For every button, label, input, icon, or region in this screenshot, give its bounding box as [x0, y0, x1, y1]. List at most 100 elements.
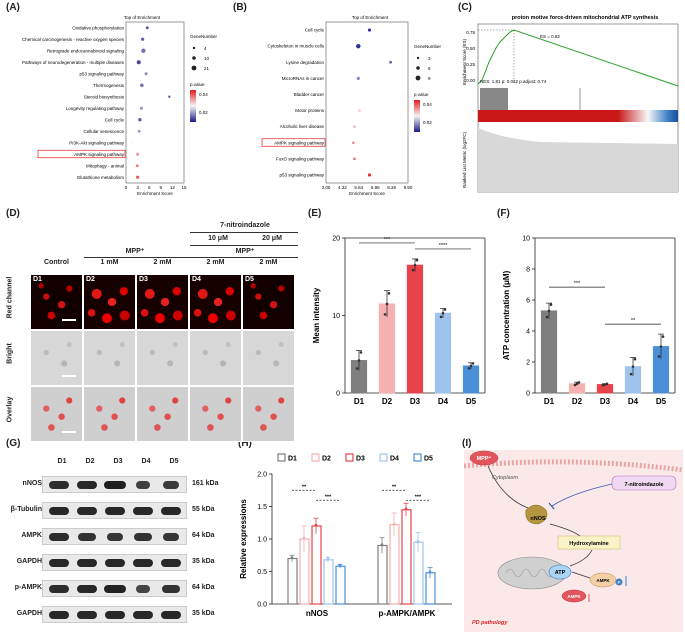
dotplot-a-point — [139, 106, 144, 110]
panel-label-b: (B) — [233, 2, 247, 13]
micrograph-col-label: Control — [44, 259, 69, 266]
blot-band — [104, 611, 126, 619]
chart-h-legend-swatch — [379, 453, 388, 462]
arrow-atp-ampk — [571, 571, 591, 579]
dotplot-a-point — [144, 72, 148, 76]
size-legend-b-dot-small — [416, 56, 420, 60]
gsea-ytick-2: 0.50 — [466, 46, 475, 51]
dotplot-b-term: AMPK signaling pathway — [274, 140, 325, 145]
dotplot-a-frame — [125, 21, 185, 184]
chart-e-point — [413, 263, 417, 267]
arrow-mpp-nnos — [487, 465, 529, 509]
micrograph-row-label: Overlay — [6, 396, 14, 423]
blot-band — [76, 559, 98, 567]
chart-h-legend-label: D3 — [356, 456, 365, 463]
chart-f-xtick-label: D4 — [628, 397, 639, 406]
chart-h-ytick-label: 2.0 — [257, 472, 267, 479]
p-legend-a-low: 0.02 — [199, 110, 208, 115]
chart-e-bar — [378, 303, 396, 394]
chart-f-ylabel: ATP concentration (μM) — [502, 270, 511, 360]
scale-bar — [62, 375, 76, 377]
blot-band — [132, 611, 154, 619]
dotplot-a-xtick: 12 — [170, 185, 176, 190]
chart-h-ytick-label: 1.5 — [257, 504, 267, 511]
chart-e-point — [441, 311, 445, 315]
blot-band — [160, 559, 182, 567]
micrograph-image — [30, 386, 83, 442]
micrograph-image — [136, 386, 189, 442]
chart-e-bar — [406, 264, 424, 394]
dotplot-a-term: Chemical carcinogenesis - reactive oxyge… — [22, 37, 125, 42]
micrograph-group-label: D5 — [245, 276, 254, 283]
gsea-ylabel-top: Enrichment Score (ES) — [462, 38, 467, 85]
dotplot-a-term: Mitophagy - animal — [86, 163, 124, 168]
chart-e-ytick-label: 10 — [332, 313, 340, 320]
dotplot-b-point — [367, 173, 372, 177]
blot-band — [78, 533, 96, 541]
micrograph-image — [189, 330, 242, 386]
chart-f-sig-label: ** — [631, 318, 636, 324]
dotplot-a-point — [136, 175, 140, 179]
dotplot-b-term: Cell cycle — [305, 28, 325, 33]
chart-f-point — [577, 381, 581, 384]
dotplot-a-highlight-box — [37, 149, 126, 159]
blot-lane-label: D3 — [113, 458, 123, 465]
chart-h-xtick-label: nNOS — [306, 609, 329, 618]
micrograph-group-label: D4 — [192, 276, 201, 283]
blot-protein-label: β-Tubulin — [10, 506, 42, 513]
chart-e-xtick-label: D5 — [466, 397, 477, 406]
ampk-p-node — [589, 572, 617, 588]
chart-h-point — [314, 523, 318, 527]
chart-h-sig-label: ** — [392, 484, 397, 490]
chart-f-point — [605, 382, 609, 386]
cell-membrane — [463, 459, 684, 473]
ampk-label: AMPK — [567, 594, 581, 599]
blot-band — [104, 559, 126, 567]
blot-protein-label: GAPDH — [16, 610, 42, 617]
dotplot-b-term: FoxO signaling pathway — [276, 156, 325, 161]
size-legend-b-label-2: 6 — [428, 66, 431, 71]
chart-h-bar — [389, 524, 400, 605]
dotplot-b-xtick: 9.60 — [404, 185, 413, 190]
chart-h-ylabel: Relative expressions — [239, 499, 248, 579]
dotplot-b-term: MicroRNAs in cancer — [282, 76, 325, 81]
enrichment-dotplot-b: Top of Enrichment Cell cycle Cytoskeleton… — [261, 15, 442, 196]
chart-e-xtick-label: D2 — [382, 397, 393, 406]
dotplot-a-point — [137, 129, 141, 133]
dotplot-a-point — [141, 37, 145, 41]
phospho-label: P — [617, 580, 620, 585]
blot-band — [163, 481, 179, 489]
blot-band — [103, 481, 127, 489]
size-legend-b-dot-large — [415, 75, 421, 81]
dotplot-b-term: Cytoskeleton in muscle cells — [267, 44, 324, 49]
inhibit-arrow — [551, 483, 613, 507]
blot-band — [49, 585, 69, 593]
chart-h-legend-label: D5 — [424, 456, 433, 463]
dotplot-a-term: Pathways of neurodegeneration - multiple… — [22, 60, 125, 65]
chart-e-ytick-label: 0 — [336, 391, 340, 398]
p-legend-b-low: 0.02 — [423, 120, 432, 125]
micrograph-image — [83, 330, 136, 386]
panel-label-e: (E) — [308, 208, 322, 219]
micrograph-image — [30, 330, 83, 386]
dotplot-a-xtick: 15 — [181, 185, 187, 190]
blot-strip — [42, 476, 187, 493]
dotplot-b-point — [356, 76, 360, 80]
gsea-title: proton motive force-driven mitochondrial… — [512, 15, 659, 21]
chart-h-sig-label: *** — [325, 494, 332, 500]
chart-h-legend-swatch — [277, 453, 286, 462]
micrograph-image — [136, 330, 189, 386]
chart-h-sig-label: ** — [302, 484, 307, 490]
scale-bar — [62, 319, 76, 321]
hydroxylamine-label: Hydroxylamine — [569, 541, 608, 547]
gsea-stats: NES: 1.81 p: 0.022 p.adjust: 0.74 — [480, 79, 547, 84]
size-legend-dot-large — [191, 65, 197, 71]
chart-e-point — [383, 313, 387, 316]
dotplot-a-point — [168, 95, 171, 98]
chart-h-ytick-label: 0.5 — [257, 569, 267, 576]
chart-f-point — [545, 315, 549, 319]
chart-h-point — [428, 570, 432, 574]
dotplot-a-term: p53 signaling pathway — [79, 71, 124, 76]
dotplot-a-size-legend-title: GeneNumber — [190, 34, 218, 39]
scale-bar — [62, 431, 76, 433]
